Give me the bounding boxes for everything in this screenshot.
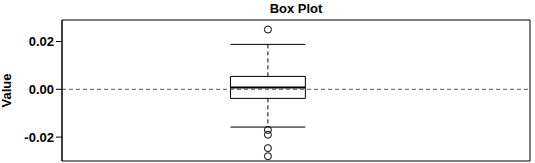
svg-text:0.02: 0.02: [29, 34, 54, 49]
svg-text:0.00: 0.00: [29, 82, 54, 97]
html-text:Box Plot: Box Plot: [269, 1, 323, 16]
svg-text:-0.02: -0.02: [24, 130, 54, 145]
svg-text:Value: Value: [8, 74, 14, 108]
